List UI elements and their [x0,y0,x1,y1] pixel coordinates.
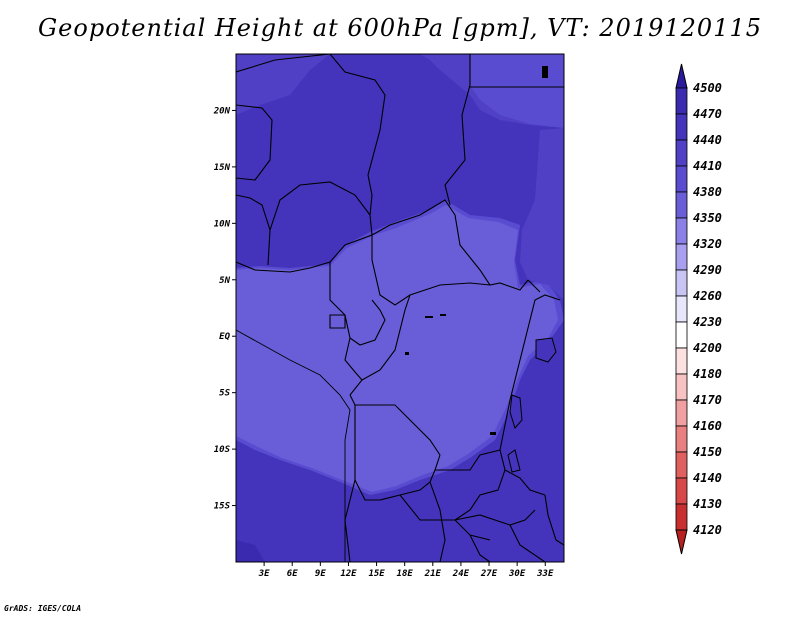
colorbar-label: 4440 [693,133,722,147]
lon-tick-label: 27E [480,569,498,579]
colorbar-label: 4410 [693,159,722,173]
colorbar-segment [675,243,688,271]
colorbar-label: 4500 [693,81,722,95]
map-panel: 20N 15N 10N 5N EQ 5S 10S 15S 3E 6E 9E 12E 15E 18E 21E… [213,53,565,579]
colorbar-segment [675,399,688,427]
lat-tick-label: 10N [214,219,231,229]
colorbar-label: 4320 [693,237,722,251]
colorbar-label: 4290 [693,263,722,277]
grads-credit: GrADS: IGES/COLA [4,604,82,613]
field-4410-northeast [470,54,564,128]
longitude-axis: 3E 6E 9E 12E 15E 18E 21E 24E 27E 30E 33E [258,562,554,579]
colorbar-label: 4160 [693,419,722,433]
country-borders [236,54,564,562]
colorbar-label: 4170 [693,393,722,407]
colorbar-label: 4350 [693,211,722,225]
lon-tick-label: 12E [340,569,357,579]
field-4470-southwest [236,540,265,562]
colorbar: 4500 4470 4440 4410 4380 4350 4320 4290 4260 4230… [675,63,722,555]
lat-tick-label: 15N [214,163,231,173]
lat-tick-label: 10S [214,445,231,455]
lakes [405,66,557,473]
colorbar-label: 4380 [693,185,722,199]
colorbar-label: 4140 [693,471,722,485]
map-title: Geopotential Height at 600hPa [gpm], VT:… [38,14,762,42]
field-4410-east [520,128,564,300]
lon-tick-label: 6E [287,569,298,579]
lon-tick-label: 3E [258,569,270,579]
lon-tick-label: 33E [536,569,554,579]
colorbar-top-arrow [675,63,688,89]
lon-tick-label: 15E [368,569,385,579]
colorbar-bottom-arrow [675,529,688,555]
colorbar-segment [675,347,688,375]
colorbar-label: 4470 [693,107,722,121]
colorbar-label: 4150 [693,445,722,459]
colorbar-segment [675,321,688,349]
lon-tick-label: 30E [508,569,526,579]
colorbar-label: 4180 [693,367,722,381]
colorbar-segment [675,451,688,479]
map-frame [235,53,565,563]
lat-tick-label: 20N [213,106,231,116]
latitude-axis: 20N 15N 10N 5N EQ 5S 10S 15S [213,106,236,512]
colorbar-segment [675,373,688,401]
lon-tick-label: 24E [452,569,470,579]
field-4350-center [236,205,558,492]
lat-tick-label: 5S [219,389,230,399]
colorbar-segment [675,477,688,505]
lon-tick-label: 18E [397,569,414,579]
colorbar-segment [675,269,688,297]
lat-tick-label: EQ [219,332,230,342]
field-4410-northwest [236,54,330,115]
colorbar-segment [675,87,688,115]
colorbar-label: 4120 [693,523,722,537]
colorbar-segment [675,217,688,245]
lon-tick-label: 21E [424,569,442,579]
colorbar-segment [675,191,688,219]
colorbar-label: 4200 [693,341,722,355]
field-4440-south [236,515,564,562]
colorbar-segment [675,425,688,453]
colorbar-segment [675,165,688,193]
lat-tick-label: 5N [219,276,230,286]
colorbar-label: 4130 [693,497,722,511]
colorbar-label: 4260 [693,289,722,303]
lat-tick-label: 15S [214,502,231,512]
colorbar-segment [675,113,688,141]
colorbar-label: 4230 [693,315,722,329]
lon-tick-label: 9E [315,569,326,579]
colorbar-segment [675,139,688,167]
colorbar-segment [675,295,688,323]
colorbar-segment [675,503,688,531]
